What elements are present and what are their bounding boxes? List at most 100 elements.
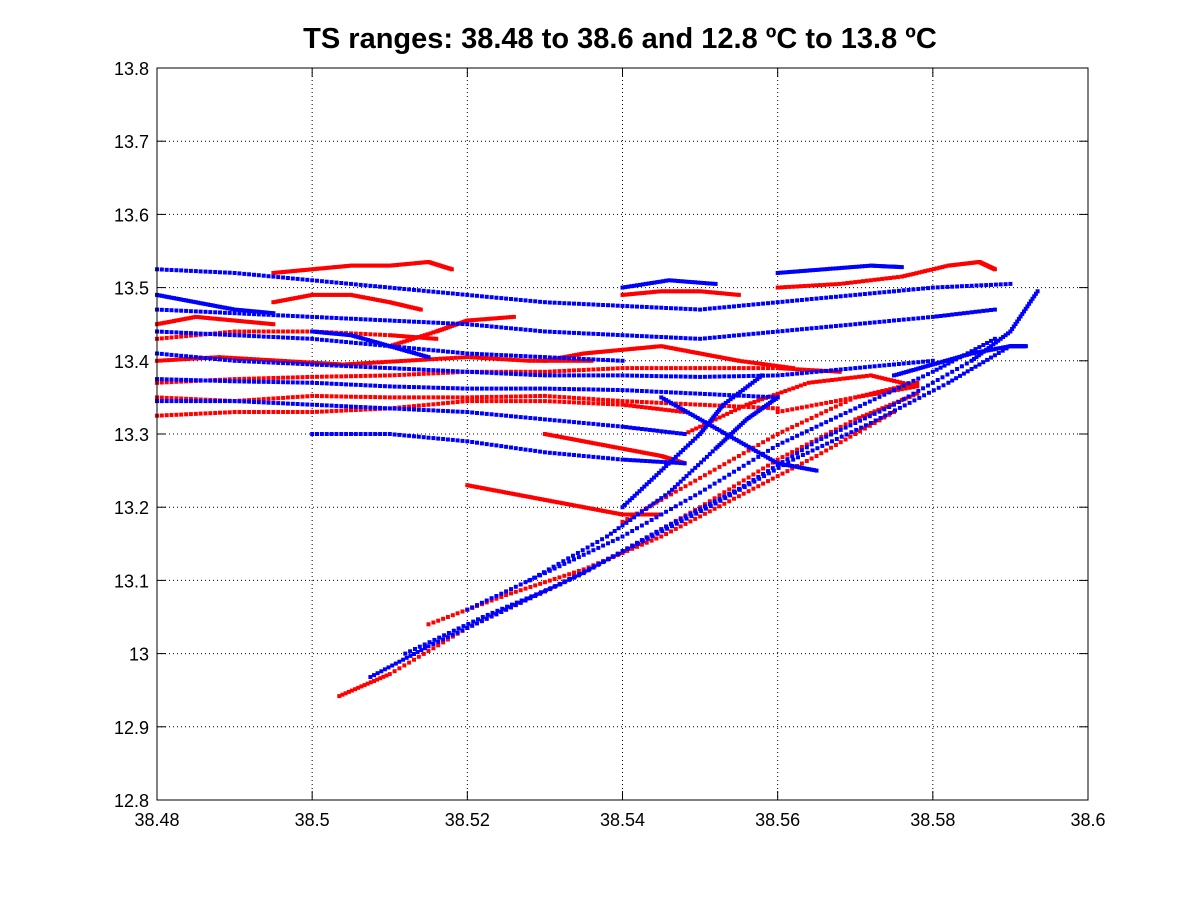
data-point bbox=[218, 304, 222, 309]
data-point bbox=[838, 440, 843, 445]
data-point bbox=[208, 411, 213, 416]
data-point bbox=[228, 355, 233, 360]
data-point bbox=[494, 594, 499, 598]
data-point bbox=[592, 564, 597, 569]
data-point bbox=[843, 400, 848, 404]
data-point bbox=[674, 521, 679, 526]
data-point bbox=[780, 299, 785, 304]
data-point bbox=[615, 333, 620, 337]
data-point bbox=[695, 351, 700, 355]
data-point bbox=[557, 300, 562, 305]
data-point bbox=[511, 491, 516, 496]
data-point bbox=[741, 404, 746, 409]
data-point bbox=[795, 406, 800, 411]
data-point bbox=[626, 546, 631, 551]
data-point bbox=[748, 382, 752, 387]
data-point bbox=[867, 320, 872, 325]
data-point bbox=[294, 359, 299, 364]
data-point bbox=[273, 299, 278, 304]
data-point bbox=[741, 463, 746, 468]
data-point bbox=[812, 468, 816, 473]
data-point bbox=[327, 292, 332, 297]
data-point bbox=[705, 352, 710, 357]
data-point bbox=[538, 373, 543, 378]
data-point bbox=[188, 412, 193, 417]
data-point bbox=[895, 275, 900, 280]
data-point bbox=[382, 318, 387, 323]
data-point bbox=[989, 355, 993, 360]
data-point bbox=[421, 320, 426, 325]
data-point bbox=[576, 373, 581, 378]
data-point bbox=[635, 346, 639, 351]
data-point bbox=[717, 291, 722, 296]
data-point bbox=[1032, 294, 1037, 299]
data-point bbox=[824, 432, 829, 437]
x-tick-label: 38.54 bbox=[600, 810, 645, 830]
data-point bbox=[669, 529, 673, 534]
data-point bbox=[688, 441, 693, 446]
data-point bbox=[606, 387, 610, 392]
data-point bbox=[620, 512, 625, 517]
data-point bbox=[746, 444, 751, 449]
data-point bbox=[533, 394, 538, 399]
data-point bbox=[717, 478, 722, 483]
data-point bbox=[368, 432, 373, 436]
data-point bbox=[412, 261, 416, 266]
data-point bbox=[952, 356, 957, 361]
data-point bbox=[363, 337, 368, 342]
data-point bbox=[785, 457, 790, 462]
data-point bbox=[753, 448, 758, 453]
data-point bbox=[307, 293, 312, 298]
data-point bbox=[373, 405, 378, 410]
data-point bbox=[839, 434, 844, 439]
data-point bbox=[198, 315, 203, 320]
data-point bbox=[480, 615, 485, 619]
data-point bbox=[356, 294, 361, 299]
data-point bbox=[635, 526, 639, 531]
data-point bbox=[670, 408, 675, 413]
data-point bbox=[179, 396, 184, 401]
data-point bbox=[261, 310, 266, 315]
data-point bbox=[814, 325, 819, 330]
data-point bbox=[804, 268, 809, 273]
data-point bbox=[654, 389, 659, 394]
data-point bbox=[344, 292, 349, 297]
data-point bbox=[744, 443, 749, 448]
data-point bbox=[636, 541, 640, 546]
data-point bbox=[479, 323, 484, 328]
data-point bbox=[344, 264, 349, 269]
data-point bbox=[227, 358, 232, 363]
data-point bbox=[712, 392, 717, 397]
data-point bbox=[407, 404, 412, 409]
data-point bbox=[693, 493, 698, 498]
data-point bbox=[572, 353, 576, 358]
data-point bbox=[969, 349, 974, 354]
data-point bbox=[358, 383, 363, 387]
data-point bbox=[911, 385, 916, 390]
data-point bbox=[208, 303, 213, 307]
data-point bbox=[669, 390, 673, 395]
data-point bbox=[625, 548, 630, 553]
data-point bbox=[993, 346, 998, 351]
data-point bbox=[620, 505, 625, 510]
data-point bbox=[972, 357, 976, 361]
data-point bbox=[378, 384, 383, 388]
data-point bbox=[761, 301, 766, 306]
data-point bbox=[698, 507, 703, 511]
data-point bbox=[698, 490, 703, 495]
data-point bbox=[904, 370, 909, 374]
data-point bbox=[484, 616, 489, 621]
data-point bbox=[363, 317, 368, 322]
data-point bbox=[285, 313, 290, 318]
data-point bbox=[414, 358, 419, 363]
data-point bbox=[395, 263, 399, 267]
plot-frame bbox=[156, 67, 1089, 801]
data-point bbox=[824, 324, 829, 329]
data-point bbox=[499, 610, 504, 614]
data-point bbox=[580, 548, 585, 553]
data-point bbox=[213, 270, 218, 274]
data-point bbox=[259, 321, 264, 326]
data-point bbox=[628, 458, 633, 463]
data-point bbox=[799, 445, 804, 449]
data-point bbox=[341, 264, 346, 269]
